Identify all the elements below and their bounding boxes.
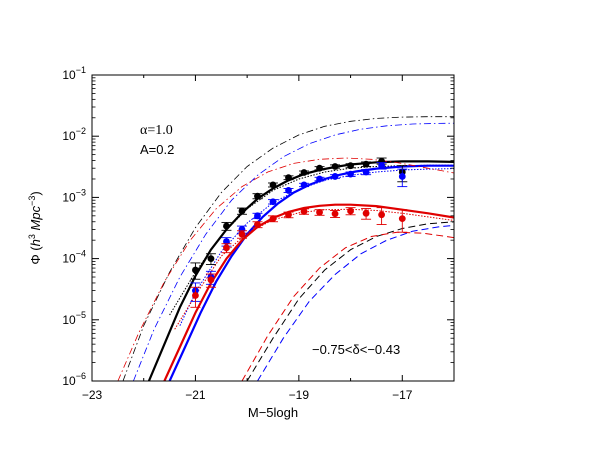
y-tick-label-5: 10−1 bbox=[62, 65, 86, 82]
y-tick-label-exp-5: −1 bbox=[76, 65, 86, 75]
series-2-model-curve bbox=[163, 203, 454, 381]
x-axis-label: M−5logh bbox=[248, 405, 298, 420]
y-tick-label-1: 10−5 bbox=[62, 310, 86, 327]
series-1-point-4 bbox=[254, 212, 261, 220]
y-tick-label-exp-0: −6 bbox=[76, 371, 86, 381]
delta-range-annotation: −0.75<δ<−0.43 bbox=[312, 342, 400, 357]
series-0-dashed-curve bbox=[246, 221, 454, 381]
series-2-point-7 bbox=[300, 208, 308, 215]
series-0-point-6 bbox=[285, 174, 292, 182]
series-1-point-13 bbox=[398, 173, 406, 180]
series-1-point-9 bbox=[331, 173, 339, 180]
series-2-point-2 bbox=[223, 244, 230, 252]
series-1-point-2 bbox=[223, 238, 230, 245]
y-axis-label-close: ) bbox=[28, 191, 43, 195]
series-2-point-12 bbox=[378, 211, 385, 219]
alpha-annotation: α=1.0 bbox=[140, 123, 173, 138]
series-0-point-9 bbox=[331, 163, 339, 170]
y-axis-label-h-exp: 3 bbox=[27, 234, 37, 239]
series-0-dashdot-curve bbox=[122, 116, 454, 381]
series-0-point-1 bbox=[207, 255, 215, 262]
y-tick-label-4: 10−2 bbox=[62, 126, 86, 143]
series-0-point-0 bbox=[192, 266, 199, 274]
series-0-point-7 bbox=[300, 169, 308, 176]
series-1-point-5 bbox=[269, 198, 277, 206]
y-axis-label: Φ (h3 Mpc−3) bbox=[27, 191, 43, 264]
y-axis-label-mpc-exp: −3 bbox=[27, 196, 37, 206]
series-1-point-10 bbox=[347, 170, 354, 178]
series-1-dashdot-curve bbox=[133, 122, 454, 381]
series-2-model_b-curve bbox=[174, 208, 454, 330]
data-points bbox=[190, 157, 408, 308]
series-0-point-5 bbox=[269, 181, 277, 189]
y-tick-label-exp-2: −4 bbox=[76, 249, 86, 259]
y-tick-label-base-4: 10 bbox=[62, 129, 76, 143]
series-2-point-3 bbox=[238, 230, 246, 238]
y-tick-label-3: 10−3 bbox=[62, 187, 86, 204]
y-tick-label-0: 10−6 bbox=[62, 371, 86, 388]
plot-frame bbox=[91, 74, 455, 382]
axis-ticks bbox=[91, 74, 454, 382]
series-2-point-10 bbox=[347, 207, 354, 215]
series-0-point-8 bbox=[316, 164, 323, 172]
y-tick-label-exp-4: −2 bbox=[76, 126, 86, 136]
series-2-point-11 bbox=[362, 209, 370, 217]
series-1-dashed-curve bbox=[257, 224, 454, 381]
y-tick-label-2: 10−4 bbox=[62, 249, 86, 266]
series-0-point-10 bbox=[347, 162, 354, 170]
y-tick-label-base-5: 10 bbox=[62, 68, 76, 82]
series-0-point-3 bbox=[238, 207, 246, 215]
a-annotation: A=0.2 bbox=[140, 142, 174, 157]
series-2-point-9 bbox=[331, 210, 339, 218]
y-tick-label-base-2: 10 bbox=[62, 252, 76, 266]
series-2-point-1 bbox=[207, 276, 215, 284]
series-2-point-4 bbox=[254, 221, 261, 228]
y-axis-label-h: h bbox=[28, 239, 43, 246]
series-1-point-8 bbox=[316, 175, 323, 183]
y-tick-label-exp-3: −3 bbox=[76, 187, 86, 197]
series-0-point-11 bbox=[362, 160, 370, 168]
y-tick-label-base-0: 10 bbox=[62, 374, 76, 388]
series-2-point-6 bbox=[285, 211, 292, 219]
series-2-point-0 bbox=[192, 292, 199, 299]
series-2-point-8 bbox=[316, 208, 323, 216]
y-tick-label-base-3: 10 bbox=[62, 190, 76, 204]
x-tick-label-2: −19 bbox=[289, 388, 310, 402]
series-1-model_b-curve bbox=[179, 168, 454, 326]
y-tick-label-base-1: 10 bbox=[62, 313, 76, 327]
series-2-point-5 bbox=[269, 215, 277, 223]
y-tick-label-exp-1: −5 bbox=[76, 310, 86, 320]
series-1-point-7 bbox=[300, 181, 308, 189]
x-tick-label-3: −17 bbox=[392, 388, 413, 402]
y-axis-label-phi: Φ ( bbox=[28, 246, 43, 265]
x-tick-label-0: −23 bbox=[82, 388, 103, 402]
series-2-point-13 bbox=[398, 215, 406, 223]
series-2-dashdot-curve bbox=[117, 157, 454, 381]
series-1-point-11 bbox=[362, 168, 370, 176]
series-0-point-2 bbox=[223, 222, 230, 230]
series-1-point-6 bbox=[285, 187, 292, 194]
series-1-point-12 bbox=[378, 162, 385, 170]
series-2-dashed-curve bbox=[241, 231, 454, 381]
series-0-model_b-curve bbox=[169, 164, 454, 316]
series-0-point-4 bbox=[254, 192, 261, 200]
x-tick-label-1: −21 bbox=[185, 388, 206, 402]
series-1-model-curve bbox=[168, 164, 454, 381]
y-axis-label-mpc: Mpc bbox=[28, 205, 43, 234]
